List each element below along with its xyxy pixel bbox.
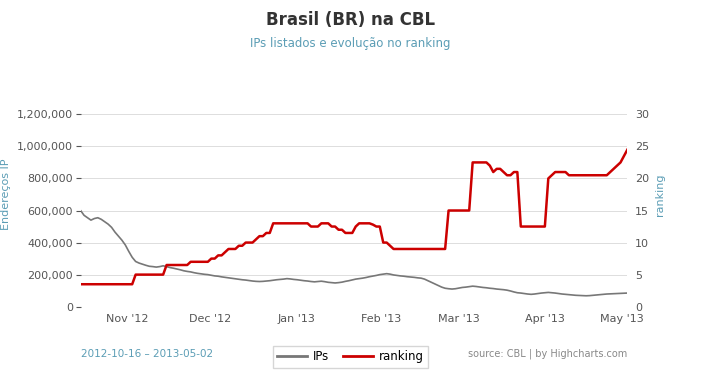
Text: Brasil (BR) na CBL: Brasil (BR) na CBL [266,11,435,29]
Legend: IPs, ranking: IPs, ranking [273,346,428,368]
Y-axis label: Endereços IP: Endereços IP [1,159,11,230]
Text: 2012-10-16 – 2013-05-02: 2012-10-16 – 2013-05-02 [81,349,212,359]
Text: IPs listados e evolução no ranking: IPs listados e evolução no ranking [250,37,451,50]
Text: source: CBL | by Highcharts.com: source: CBL | by Highcharts.com [468,349,627,359]
Y-axis label: ranking: ranking [655,173,665,216]
